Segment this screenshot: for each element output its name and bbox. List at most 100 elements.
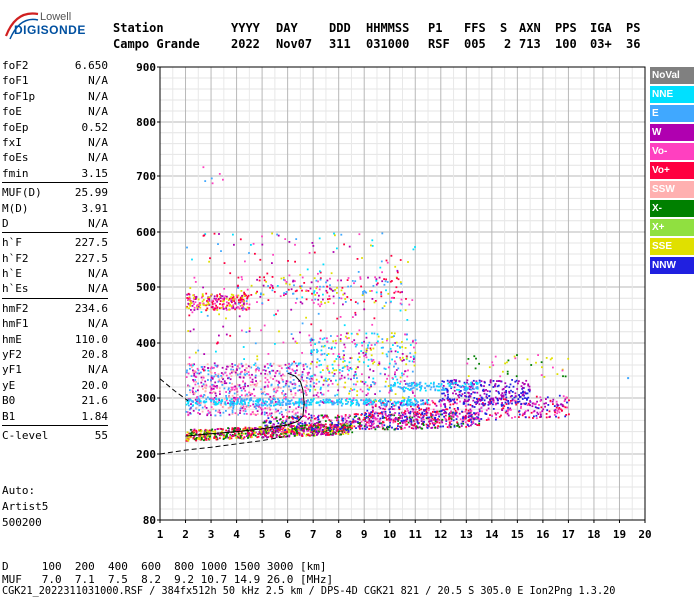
echo-point: [219, 297, 222, 300]
echo-point: [264, 369, 267, 372]
echo-point: [511, 379, 513, 381]
echo-point: [317, 422, 320, 424]
echo-point: [270, 404, 273, 407]
echo-point: [317, 401, 320, 404]
echo-point: [404, 347, 407, 349]
echo-point: [349, 420, 352, 423]
echo-point: [335, 432, 337, 435]
echo-point: [261, 391, 264, 394]
echo-point: [409, 412, 412, 415]
echo-point: [558, 394, 561, 397]
echo-point: [233, 434, 235, 437]
echo-point: [371, 403, 373, 406]
echo-point: [269, 400, 272, 403]
echo-point: [275, 389, 278, 392]
echo-point: [196, 396, 198, 399]
echo-point: [290, 426, 293, 429]
echo-point: [233, 427, 236, 429]
echo-point: [283, 429, 286, 432]
echo-point: [307, 417, 310, 420]
echo-point: [522, 390, 524, 393]
echo-point: [230, 293, 233, 296]
echo-point: [430, 419, 433, 422]
echo-point: [373, 422, 375, 425]
echo-point: [192, 437, 195, 440]
echo-point: [309, 399, 312, 401]
echo-point: [415, 427, 418, 430]
echo-point: [390, 390, 393, 392]
echo-point: [391, 358, 393, 361]
echo-point: [413, 384, 416, 387]
echo-point: [489, 400, 492, 403]
echo-point: [336, 383, 339, 386]
echo-point: [386, 415, 389, 417]
echo-point: [315, 426, 318, 429]
echo-point: [292, 374, 294, 377]
echo-point: [378, 422, 381, 425]
echo-point: [469, 415, 471, 418]
echo-point: [505, 390, 507, 392]
echo-point: [301, 371, 304, 373]
echo-point: [305, 404, 308, 407]
echo-point: [553, 405, 556, 407]
echo-point: [328, 398, 330, 401]
echo-point: [230, 389, 232, 391]
echo-point: [198, 402, 201, 404]
echo-point: [467, 383, 470, 385]
echo-point: [344, 418, 347, 420]
echo-point: [374, 393, 376, 395]
echo-point: [329, 433, 332, 436]
echo-point: [242, 432, 245, 435]
echo-point: [549, 399, 552, 402]
echo-point: [232, 404, 235, 406]
echo-point: [237, 302, 240, 305]
echo-point: [287, 422, 290, 425]
echo-point: [223, 402, 226, 405]
echo-point: [247, 432, 249, 435]
echo-point: [328, 372, 331, 374]
echo-point: [494, 412, 497, 415]
echo-point: [285, 291, 288, 293]
echo-point: [347, 416, 350, 419]
echo-point: [507, 400, 510, 403]
echo-point: [323, 424, 326, 427]
echo-point: [390, 413, 393, 416]
echo-point: [465, 416, 467, 418]
echo-point: [261, 398, 264, 401]
echo-point: [228, 406, 231, 409]
echo-point: [296, 415, 299, 418]
echo-point: [263, 434, 266, 437]
echo-point: [187, 384, 189, 387]
echo-point: [188, 303, 191, 305]
echo-point: [400, 420, 403, 422]
echo-point: [236, 399, 239, 402]
echo-point: [375, 278, 378, 281]
echo-point: [416, 418, 418, 421]
echo-point: [456, 425, 458, 427]
echo-point: [271, 289, 274, 292]
echo-point: [213, 397, 216, 399]
echo-point: [276, 420, 278, 422]
echo-point: [394, 428, 396, 431]
echo-point: [247, 427, 250, 430]
echo-point: [284, 384, 287, 387]
echo-point: [549, 400, 552, 403]
echo-point: [430, 386, 433, 389]
echo-point: [247, 433, 249, 436]
echo-point: [310, 419, 312, 422]
echo-point: [195, 407, 197, 410]
echo-point: [206, 432, 208, 435]
echo-point: [246, 297, 249, 300]
echo-point: [374, 343, 376, 346]
echo-point: [347, 332, 349, 335]
echo-point: [414, 339, 417, 341]
echo-point: [195, 439, 198, 442]
echo-point: [301, 433, 303, 436]
echo-point: [403, 421, 406, 424]
echo-point: [281, 399, 284, 401]
echo-point: [347, 429, 350, 432]
echo-point: [199, 302, 202, 305]
echo-point: [342, 428, 344, 431]
echo-point: [346, 296, 349, 298]
echo-point: [341, 425, 343, 427]
